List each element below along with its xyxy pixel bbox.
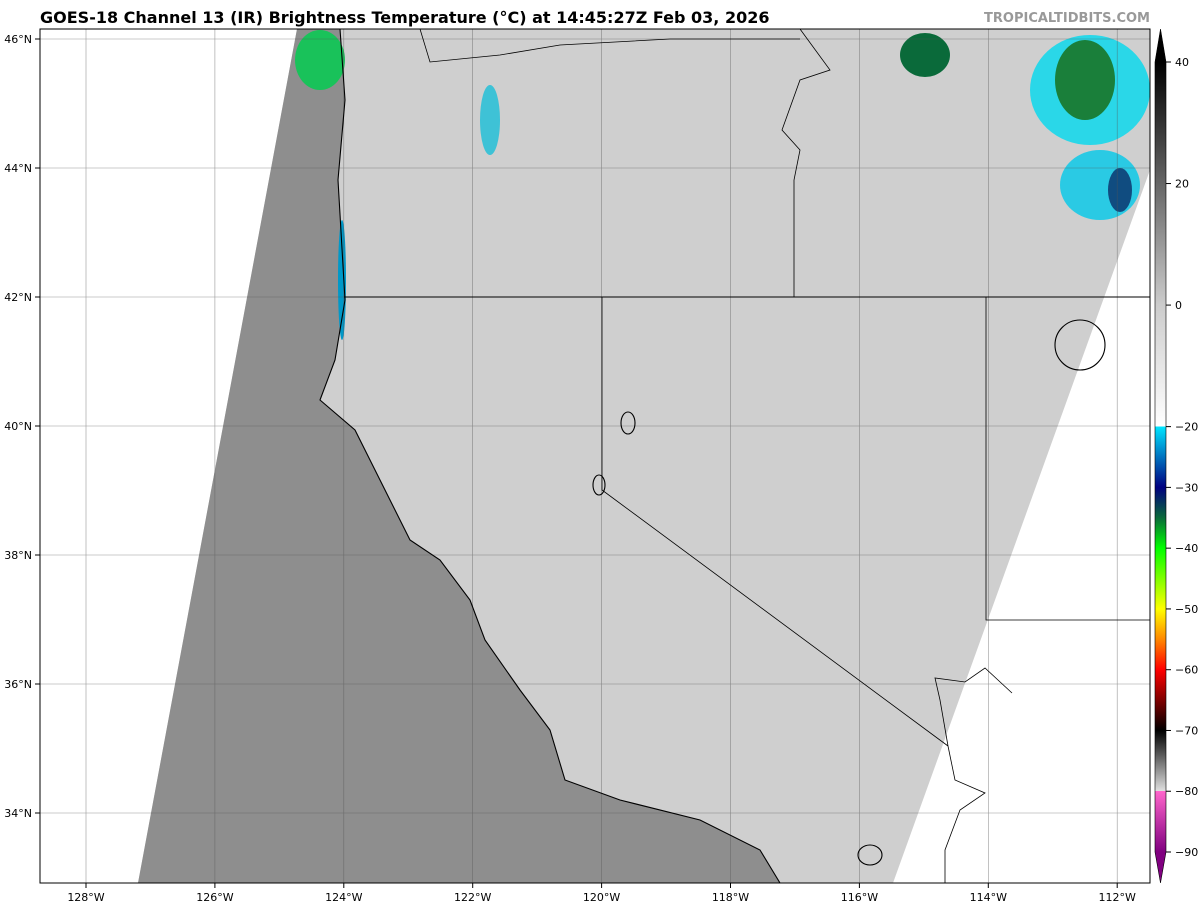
- colorbar-label: −60: [1175, 664, 1198, 677]
- cloud-patch: [1055, 40, 1115, 120]
- cloud-patch: [1108, 168, 1132, 212]
- lon-label: 120°W: [583, 891, 620, 904]
- colorbar-label: 20: [1175, 178, 1189, 191]
- colorbar-label: −30: [1175, 481, 1198, 494]
- lake-tahoe: [592, 474, 606, 496]
- ocean-imagery: [138, 29, 780, 883]
- lon-label: 112°W: [1099, 891, 1136, 904]
- state-border-wa-or: [419, 29, 800, 63]
- lon-label: 122°W: [454, 891, 491, 904]
- colorbar-label: −70: [1175, 724, 1198, 737]
- lat-label: 40°N: [4, 420, 32, 433]
- credit-watermark: TROPICALTIDBITS.COM: [984, 11, 1150, 26]
- state-border-ca-nv: [601, 297, 949, 747]
- lon-label: 114°W: [970, 891, 1007, 904]
- lon-label: 124°W: [325, 891, 362, 904]
- lat-label: 38°N: [4, 549, 32, 562]
- coastline: [319, 29, 781, 883]
- map-title: GOES-18 Channel 13 (IR) Brightness Tempe…: [40, 8, 770, 27]
- colorbar: 40 20 0 −20 −30 −40 −50 −60 −70 −80 −90: [1154, 28, 1198, 884]
- cloud-patch: [338, 220, 346, 340]
- colorbar-label: −80: [1175, 785, 1198, 798]
- lon-label: 118°W: [712, 891, 749, 904]
- state-border-or-id: [781, 29, 831, 297]
- cloud-patches: [295, 30, 1150, 340]
- lon-label: 126°W: [196, 891, 233, 904]
- cloud-patch: [900, 33, 950, 77]
- plot-frame: [39, 28, 1151, 884]
- border-az-ca-south: [944, 745, 986, 883]
- colorbar-label: −50: [1175, 603, 1198, 616]
- lon-label: 116°W: [841, 891, 878, 904]
- colorbar-label: −40: [1175, 542, 1198, 555]
- lat-label: 42°N: [4, 291, 32, 304]
- colorbar-scale: [1154, 28, 1167, 884]
- state-border-nv-ut: [985, 297, 1150, 621]
- lake: [620, 411, 636, 435]
- colorbar-label: −90: [1175, 846, 1198, 859]
- lat-label: 34°N: [4, 807, 32, 820]
- colorbar-label: 0: [1175, 299, 1182, 312]
- colorbar-label: −20: [1175, 421, 1198, 434]
- cloud-patch: [480, 85, 500, 155]
- colorado-river: [934, 667, 1013, 747]
- cloud-patch: [295, 30, 345, 90]
- borders: [319, 29, 1150, 883]
- lat-label: 36°N: [4, 678, 32, 691]
- lat-label: 44°N: [4, 162, 32, 175]
- colorbar-label: 40: [1175, 56, 1189, 69]
- great-salt-lake: [1054, 319, 1106, 371]
- lat-label: 46°N: [4, 33, 32, 46]
- lon-label: 128°W: [67, 891, 104, 904]
- salton-sea: [857, 844, 883, 866]
